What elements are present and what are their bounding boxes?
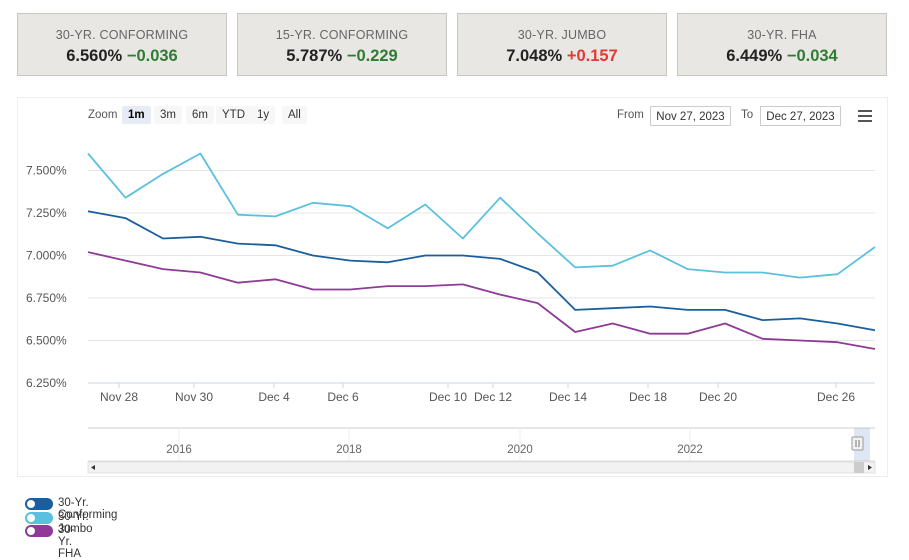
card-change: −0.034 [786,47,838,65]
hamburger-menu-icon[interactable] [858,110,872,122]
card-values: 5.787% −0.229 [238,47,446,66]
card-values: 6.560% −0.036 [18,47,226,66]
y-tick-label: 7.500% [26,164,67,178]
series-line-2 [87,251,876,350]
legend-label: 30-Yr. Jumbo [58,510,93,535]
x-tick-label: Dec 18 [629,390,667,404]
x-tick-label: Dec 20 [699,390,737,404]
zoom-1m-button[interactable]: 1m [122,106,151,124]
from-date-input[interactable]: Nov 27, 2023 [650,106,731,126]
zoom-3m-button[interactable]: 3m [154,106,182,124]
legend-label: 30-Yr. Conforming [58,497,118,521]
toggle-icon[interactable] [25,498,53,510]
toggle-icon[interactable] [25,511,53,524]
x-tick-label: Nov 30 [175,390,213,404]
navigator-handle-icon [851,436,864,451]
zoom-label: Zoom [88,109,118,121]
zoom-all-button[interactable]: All [282,106,307,124]
card-rate: 7.048% [506,47,563,65]
card-30yr-jumbo: 30-YR. JUMBO 7.048% +0.157 [457,13,667,76]
x-tick-label: Dec 14 [549,390,587,404]
y-tick-label: 7.250% [26,206,67,220]
toggle-icon[interactable] [25,525,53,537]
card-label: 15-YR. CONFORMING [275,28,409,42]
to-label: To [741,109,754,121]
x-tick-label: Dec 4 [258,390,290,404]
card-rate: 6.560% [66,47,123,65]
zoom-ytd-button[interactable]: YTD [216,106,251,124]
card-values: 7.048% +0.157 [458,47,666,66]
card-rate: 6.449% [726,47,783,65]
card-change: −0.229 [346,47,398,65]
rate-cards: 30-YR. CONFORMING 6.560% −0.036 15-YR. C… [17,13,888,78]
card-rate: 5.787% [286,47,343,65]
y-tick-label: 6.750% [26,291,67,305]
chart-svg: 7.500% 7.250% 7.000% 6.750% 6.500% 6.250% Nov … [26,152,876,474]
x-tick-label: Dec 12 [474,390,512,404]
x-tick-label: Dec 6 [327,390,359,404]
scroll-right-arrow-icon [868,465,872,470]
series-line-0 [87,210,876,332]
scroll-left-arrow-icon [91,465,95,470]
card-change: −0.036 [126,47,178,65]
navigator-tick-label: 2018 [336,444,362,456]
from-label: From [617,109,644,121]
scrollbar-thumb [854,462,864,473]
x-tick-label: Nov 28 [100,390,138,404]
card-label: 30-YR. FHA [747,28,817,42]
zoom-6m-button[interactable]: 6m [186,106,214,124]
zoom-1y-button[interactable]: 1y [251,106,276,124]
card-30yr-conforming: 30-YR. CONFORMING 6.560% −0.036 [17,13,227,76]
card-values: 6.449% −0.034 [678,47,886,66]
y-tick-label: 6.500% [26,334,67,348]
chart-container: 7.500% 7.250% 7.000% 6.750% 6.500% 6.250% Nov … [17,97,888,477]
card-30yr-fha: 30-YR. FHA 6.449% −0.034 [677,13,887,76]
navigator-tick-label: 2022 [677,444,703,456]
legend-label: 30-Yr. FHA [58,524,81,560]
navigator-tick-label: 2016 [166,444,192,456]
card-label: 30-YR. JUMBO [517,28,607,42]
y-tick-label: 7.000% [26,249,67,263]
y-tick-label: 6.250% [26,376,67,390]
navigator-tick-label: 2020 [507,444,533,456]
card-change: +0.157 [566,47,618,65]
scrollbar-track [87,461,876,474]
x-tick-label: Dec 10 [429,390,467,404]
card-label: 30-YR. CONFORMING [55,28,189,42]
x-tick-label: Dec 26 [817,390,855,404]
card-15yr-conforming: 15-YR. CONFORMING 5.787% −0.229 [237,13,447,76]
series-line-1 [87,152,876,279]
to-date-input[interactable]: Dec 27, 2023 [760,106,841,126]
